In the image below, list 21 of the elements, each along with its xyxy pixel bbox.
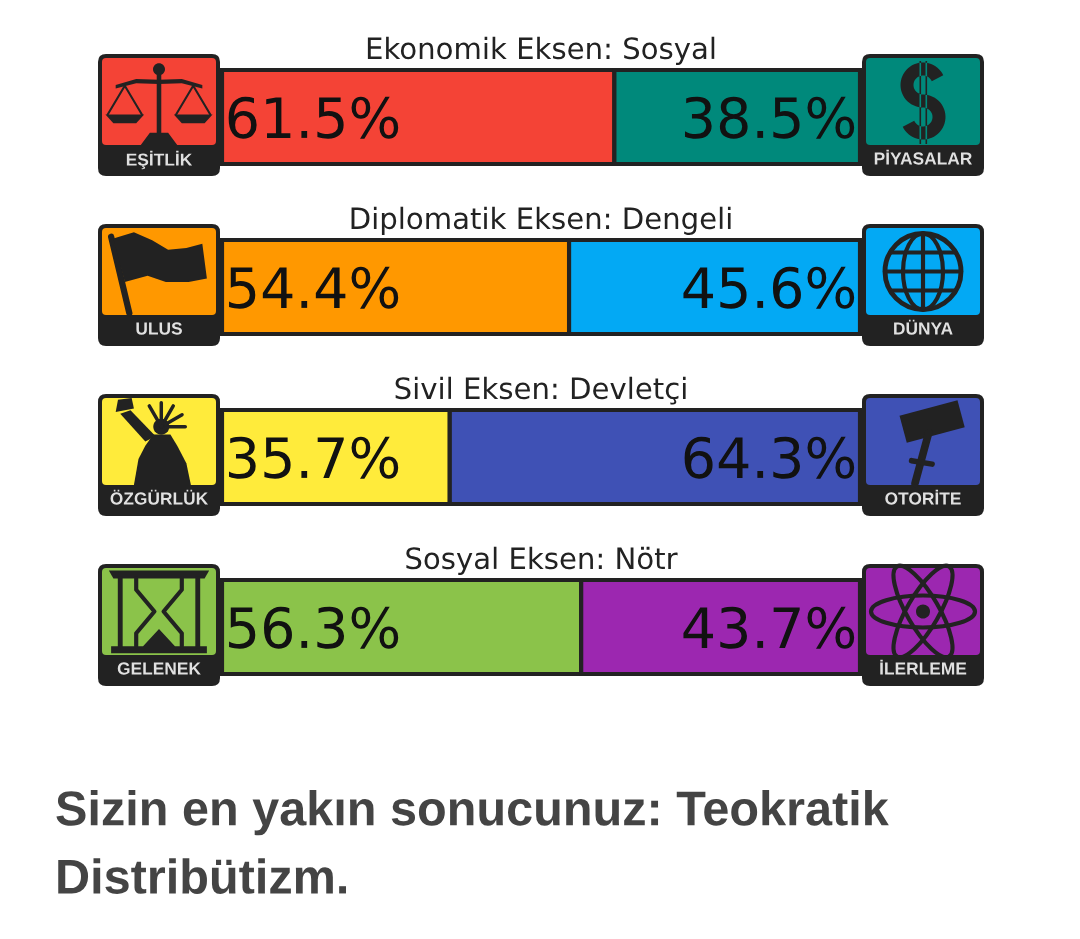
- data-label: 35.7%: [229, 436, 399, 479]
- chart-title: Diplomatik Eksen: Dengeli: [351, 206, 731, 235]
- data-label: 38.5%: [684, 96, 855, 139]
- series-label: OTORİTE: [885, 489, 961, 505]
- series-label: DÜNYA: [894, 319, 953, 335]
- data-label: 45.6%: [683, 266, 855, 309]
- series-label: GELENEK: [117, 662, 201, 675]
- text: Sizin en yakın sonucunuz: Teokratik Distribütizm.: [56, 790, 889, 894]
- chart-title: Ekonomik Eksen: Sosyal: [367, 36, 715, 65]
- series-label: ÖZGÜRLÜK: [110, 489, 209, 505]
- text: ULUS: [136, 322, 182, 335]
- data-label: 56.3%: [229, 606, 399, 649]
- data-label: 61.5%: [228, 96, 399, 139]
- series-label: EŞİTLİK: [126, 150, 193, 170]
- data-label: 54.4%: [229, 266, 399, 309]
- series-label: İLERLEME: [880, 659, 967, 675]
- chart-title: Sivil Eksen: Devletçi: [395, 376, 686, 405]
- series-label: PİYASALAR: [874, 149, 973, 165]
- data-label: 64.3%: [684, 436, 855, 479]
- data-label: 43.7%: [683, 606, 855, 649]
- chart-title: Sosyal Eksen: Nötr: [406, 546, 678, 575]
